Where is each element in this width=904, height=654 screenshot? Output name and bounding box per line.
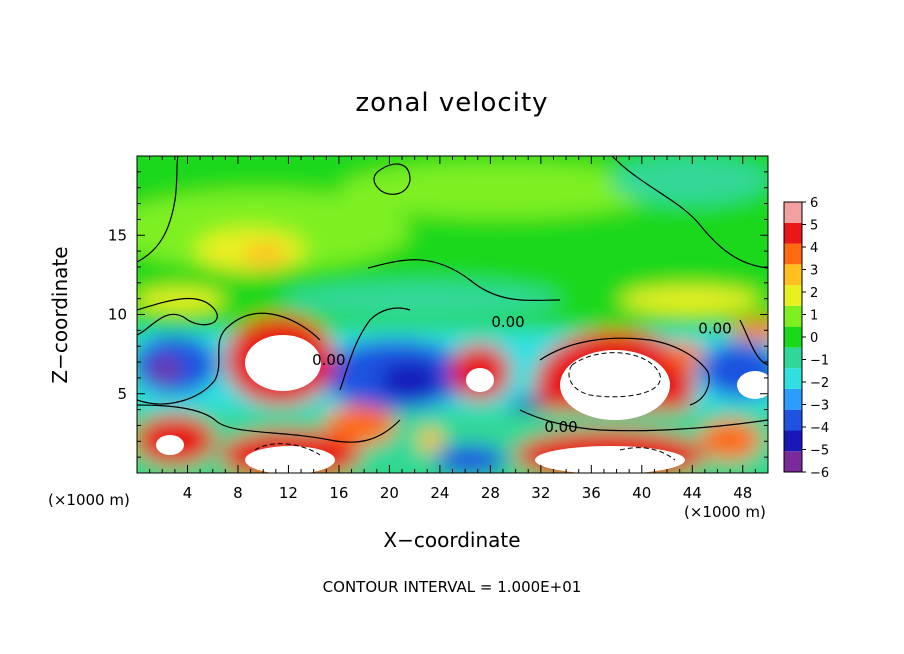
colorbar-tick-label: 3 (810, 264, 818, 279)
colorbar-swatch (784, 368, 802, 389)
chart-title: zonal velocity (355, 88, 549, 118)
x-tick-label: 4 (183, 484, 193, 502)
colorbar-tick-label: −6 (810, 466, 829, 481)
colorbar-tick-label: 0 (810, 331, 818, 346)
contour-lines (137, 156, 768, 461)
colorbar-swatch (784, 243, 802, 265)
contour-label-3: 0.00 (544, 418, 577, 436)
colorbar-swatch (784, 264, 802, 286)
contour-interval-note: CONTOUR INTERVAL = 1.000E+01 (322, 578, 582, 596)
y-tick-label: 15 (108, 226, 127, 244)
colorbar-swatch (784, 430, 802, 452)
y-axis-label: Z−coordinate (48, 246, 72, 384)
contour-label-1: 0.00 (698, 320, 731, 338)
x-unit-right: (×1000 m) (684, 503, 766, 521)
x-unit-left: (×1000 m) (48, 491, 130, 509)
colorbar-tick-label: −5 (810, 444, 829, 459)
colorbar-tick-label: 2 (810, 286, 818, 301)
colorbar-swatch (784, 222, 802, 244)
contour-labels: 0.00 0.00 0.00 0.00 (312, 313, 732, 436)
velocity-field (137, 156, 768, 473)
colorbar-tick-label: 6 (810, 196, 818, 211)
x-tick-label: 16 (329, 484, 348, 502)
colorbar-tick-label: 4 (810, 241, 818, 256)
colorbar-tick-label: −4 (810, 421, 829, 436)
colorbar-swatch (784, 202, 802, 223)
colorbar-swatch (784, 409, 802, 431)
colorbar: 6 5 4 3 2 1 0 −1 −2 −3 −4 −5 −6 (783, 196, 829, 481)
x-tick-label: 12 (279, 484, 298, 502)
colorbar-swatch (784, 305, 802, 327)
colorbar-tick-label: −3 (810, 399, 829, 414)
x-tick-label: 28 (481, 484, 500, 502)
colorbar-tick-label: 1 (810, 309, 818, 324)
x-tick-label: 48 (733, 484, 752, 502)
contour-label-0: 0.00 (491, 313, 524, 331)
colorbar-tick-label: −2 (810, 376, 829, 391)
colorbar-swatch (784, 326, 802, 348)
colorbar-tick-label: 5 (810, 219, 818, 234)
x-axis-label: X−coordinate (383, 528, 521, 552)
x-tick-label: 24 (430, 484, 449, 502)
y-tick-label: 10 (108, 306, 127, 324)
x-tick-label: 36 (582, 484, 601, 502)
x-tick-label: 8 (233, 484, 243, 502)
x-tick-label: 40 (632, 484, 651, 502)
colorbar-tick-label: −1 (810, 354, 829, 369)
contour-label-2: 0.00 (312, 351, 345, 369)
x-tick-label: 44 (683, 484, 702, 502)
x-tick-label: 20 (380, 484, 399, 502)
colorbar-swatch (784, 451, 802, 472)
y-tick-label: 5 (117, 385, 127, 403)
colorbar-swatch (784, 285, 802, 306)
x-tick-label: 32 (531, 484, 550, 502)
colorbar-swatch (784, 347, 802, 369)
colorbar-swatch (784, 388, 802, 410)
